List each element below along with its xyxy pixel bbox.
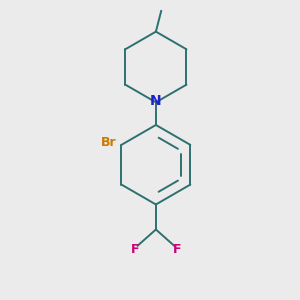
Text: N: N — [150, 94, 162, 108]
Text: F: F — [173, 243, 181, 256]
Text: Br: Br — [100, 136, 116, 149]
Text: F: F — [130, 243, 139, 256]
